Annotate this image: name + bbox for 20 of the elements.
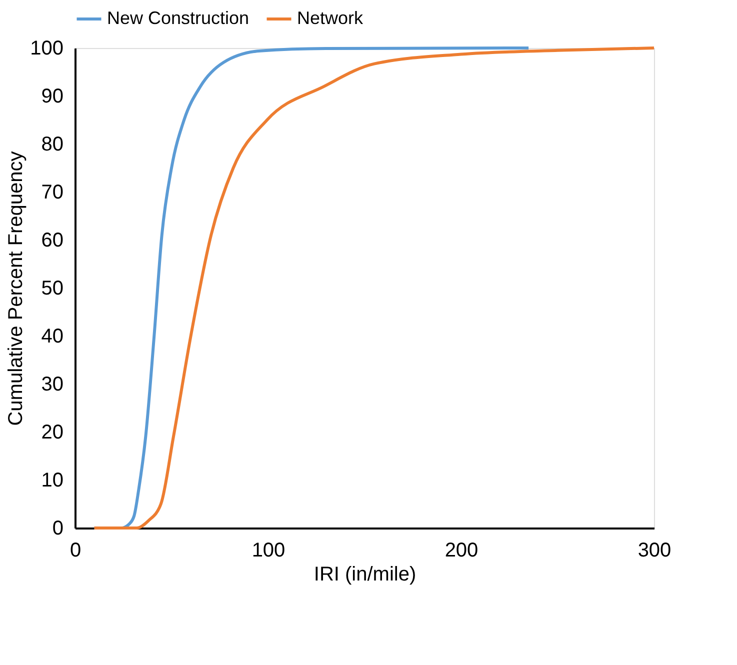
y-tick-label: 90	[41, 86, 64, 108]
y-tick-label: 10	[41, 470, 64, 492]
x-tick-label: 0	[70, 540, 82, 562]
y-axis-title: Cumulative Percent Frequency	[5, 151, 28, 426]
y-tick-label: 60	[41, 230, 64, 252]
y-tick-label: 50	[41, 278, 64, 300]
y-tick-label: 100	[30, 38, 64, 60]
y-tick-label: 40	[41, 326, 64, 348]
legend-label: New Construction	[107, 8, 250, 28]
x-tick-label: 200	[444, 540, 478, 562]
line-series	[92, 46, 656, 530]
y-tick-label: 20	[41, 422, 64, 444]
x-axis-title: IRI (in/mile)	[314, 564, 416, 586]
legend-label: Network	[297, 8, 364, 28]
y-tick-label: 80	[41, 134, 64, 156]
y-tick-label: 30	[41, 374, 64, 396]
y-tick-label: 70	[41, 182, 64, 204]
y-tick-label: 0	[52, 518, 64, 540]
x-tick-label: 100	[252, 540, 286, 562]
x-tick-label: 300	[638, 540, 672, 562]
